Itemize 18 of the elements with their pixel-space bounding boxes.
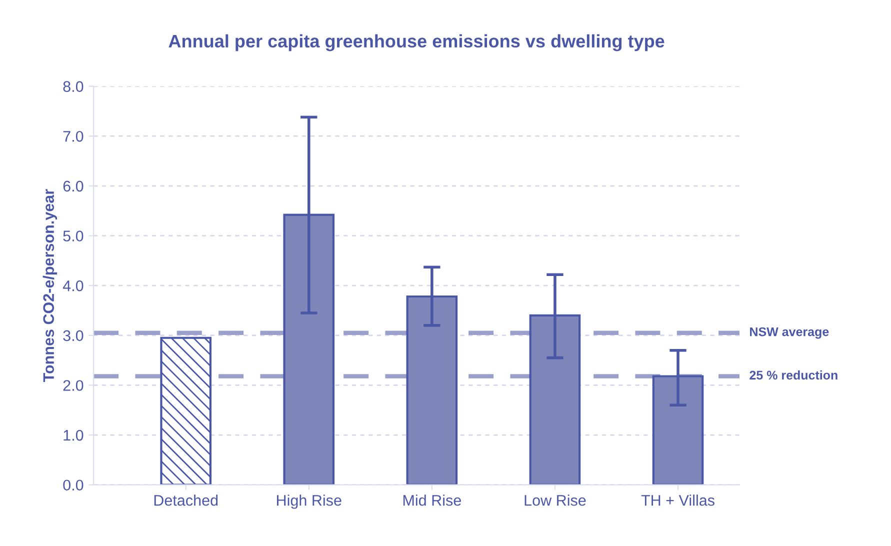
y-tick-label: 6.0 [63,180,84,192]
ref-line-label: NSW average [750,327,829,339]
x-tick-label: Mid Rise [403,494,461,506]
y-tick-label: 4.0 [62,280,84,292]
chart-title: Annual per capita greenhouse emissions vs dwelling type [168,34,664,52]
y-tick-label: 5.0 [63,230,84,242]
y-tick-label: 0.0 [63,480,84,491]
x-tick-label: TH + Villas [641,494,714,506]
y-tick-label: 1.0 [64,430,84,441]
y-axis-title: Tonnes CO2-e/person.year [42,189,58,382]
x-tick-label: Detached [154,494,218,506]
ref-line-label: 25 % reduction [750,370,838,380]
x-tick-label: High Rise [277,494,342,509]
y-tick-label: 2.0 [63,380,84,391]
x-tick-label: Low Rise [524,494,586,506]
y-tick-label: 7.0 [63,130,84,142]
y-tick-label: 8.0 [63,81,84,92]
y-tick-label: 3.0 [63,330,84,342]
